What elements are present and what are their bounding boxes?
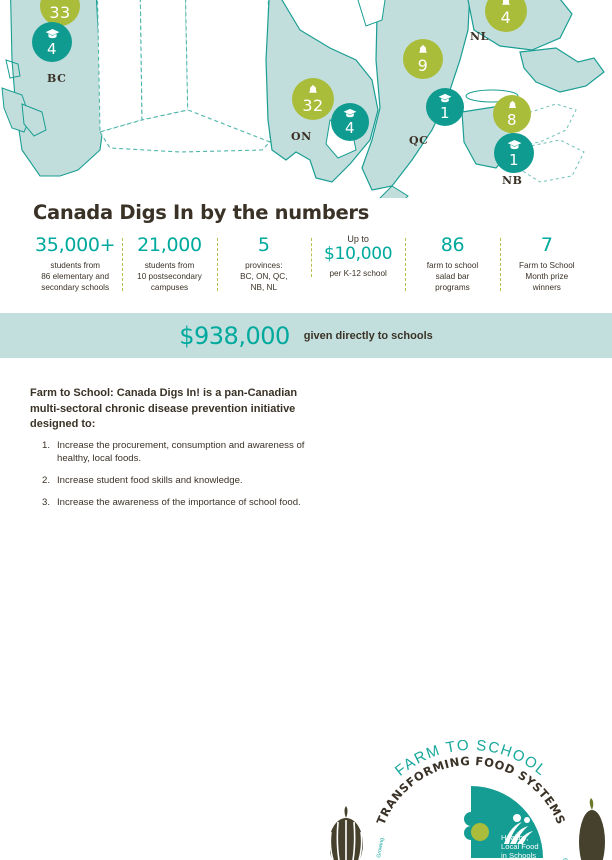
graduation-cap-icon (507, 139, 521, 149)
bell-icon (419, 45, 427, 53)
map-marker-on-campuses[interactable]: 4 (331, 103, 369, 141)
numbers-title: Canada Digs In by the numbers (33, 201, 370, 224)
map-marker-qc-campuses[interactable]: 1 (426, 88, 464, 126)
funding-amount: $938,000 (179, 321, 290, 350)
map-marker-bc-campuses[interactable]: 4 (32, 22, 72, 62)
goal-number: 3. (42, 496, 51, 508)
map-marker-value: 32 (302, 96, 324, 115)
graduation-cap-icon (343, 108, 357, 118)
stat-value: 86 (440, 234, 465, 256)
farm-to-school-logo: FARM TO SCHOOL TRANSFORMING FOOD SYSTEMS (330, 740, 612, 860)
stat-value: 7 (540, 234, 553, 256)
logo-side-left-text: Growing (376, 838, 385, 859)
puzzle-label-right-line3: in Schools (501, 851, 536, 860)
map-marker-value: 4 (344, 119, 356, 137)
puzzle-label-right-line1: Healthy, (501, 833, 528, 842)
stat-item: 21,000 students from 10 postsecondary camp… (122, 234, 216, 293)
map-marker-nb-campuses[interactable]: 1 (494, 133, 534, 173)
bell-icon (502, 0, 510, 5)
map-graphic (1, 0, 605, 198)
map-marker-value: 9 (417, 56, 429, 75)
canada-map: BC ON QC NL NB 33 4 32 4 9 (0, 0, 612, 198)
stat-label: students from 86 elementary and secondary … (41, 260, 110, 292)
stat-item: 5 provinces: BC, ON, QC, NB, NL (216, 234, 311, 293)
map-marker-value: 4 (46, 39, 58, 58)
goal-number: 2. (42, 474, 51, 486)
stat-value: 21,000 (137, 234, 202, 256)
numbers-section: Canada Digs In by the numbers 35,000+ st… (0, 198, 612, 313)
goal-item: 2. Increase student food skills and know… (42, 475, 332, 488)
puzzle-label-right-line2: Local Food (501, 842, 539, 851)
stat-item: 35,000+ students from 86 elementary and se… (28, 234, 122, 293)
puzzle-label-left-line2: Learning (435, 846, 465, 855)
map-marker-value: 1 (508, 150, 520, 169)
province-label-nl: NL (470, 30, 489, 43)
map-marker-nb-schools[interactable]: 8 (493, 95, 531, 133)
stat-label: provinces: BC, ON, QC, NB, NL (240, 260, 288, 292)
stat-item: Up to $10,000 per K-12 school (310, 234, 405, 279)
stats-row: 35,000+ students from 86 elementary and se… (28, 234, 594, 293)
graduation-cap-icon (45, 28, 59, 38)
goal-text: Increase the procurement, consumption an… (57, 440, 305, 464)
stat-label: per K-12 school (329, 268, 387, 278)
bottom-section: Farm to School: Canada Digs In! is a pan… (0, 358, 612, 860)
funding-caption: given directly to schools (303, 329, 433, 342)
map-marker-qc-schools[interactable]: 9 (403, 39, 443, 79)
stat-value: $10,000 (324, 244, 393, 265)
funding-banner: $938,000 given directly to schools (0, 313, 612, 358)
stat-item: 7 Farm to School Month prize winners (499, 234, 594, 293)
goal-text: Increase student food skills and knowled… (57, 474, 243, 486)
goal-text: Increase the awareness of the importance… (57, 496, 301, 508)
province-label-bc: BC (47, 72, 67, 85)
bell-icon (508, 100, 516, 108)
province-label-on: ON (291, 130, 312, 143)
map-marker-on-schools[interactable]: 32 (292, 78, 334, 120)
map-marker-value: 8 (506, 111, 518, 129)
stat-prefix: Up to (347, 234, 369, 244)
goal-number: 1. (42, 440, 51, 451)
stat-item: 86 farm to school salad bar programs (405, 234, 499, 293)
stat-value: 35,000+ (35, 234, 116, 256)
bell-icon (309, 85, 317, 93)
graduation-cap-icon (438, 93, 452, 103)
goals-list: 1. Increase the procurement, consumption… (42, 440, 332, 519)
puzzle-label-left-line1: Hands on (435, 837, 468, 846)
intro-paragraph: Farm to School: Canada Digs In! is a pan… (30, 387, 298, 431)
province-label-qc: QC (409, 134, 429, 147)
province-label-nb: NB (502, 174, 523, 187)
goal-item: 1. Increase the procurement, consumption… (42, 440, 332, 466)
stat-value: 5 (257, 234, 270, 256)
stat-label: Farm to School Month prize winners (519, 260, 575, 292)
map-marker-value: 33 (49, 3, 71, 22)
logo-graphic: FARM TO SCHOOL TRANSFORMING FOOD SYSTEMS (330, 740, 605, 860)
stat-label: students from 10 postsecondary campuses (137, 260, 202, 292)
vegetable-left-icon (330, 806, 363, 860)
stat-label: farm to school salad bar programs (426, 260, 479, 292)
goal-item: 3. Increase the awareness of the importa… (42, 497, 332, 510)
map-marker-value: 1 (439, 104, 451, 122)
vegetable-right-icon (579, 798, 605, 860)
map-marker-value: 4 (500, 8, 512, 27)
